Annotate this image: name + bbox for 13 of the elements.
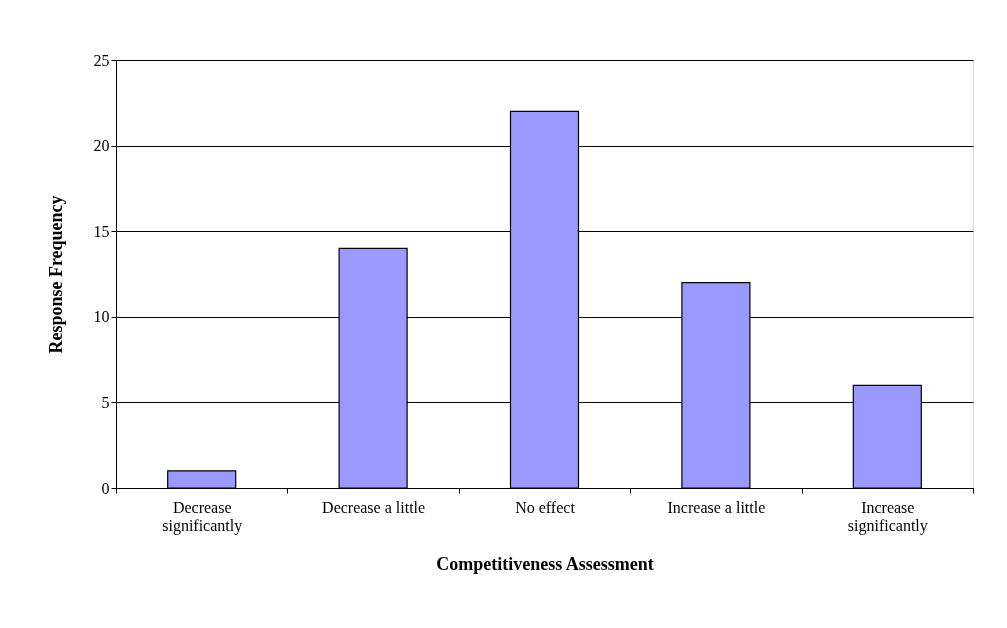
y-tick-label: 5 — [101, 393, 110, 411]
x-tick-label: Decrease a little — [322, 498, 426, 516]
x-tick-label: Increase significantly — [847, 498, 928, 535]
y-tick-label: 20 — [93, 137, 110, 155]
y-axis-title: Response Frequency — [45, 195, 66, 354]
y-tick-label: 25 — [93, 51, 110, 69]
y-tick-label: 10 — [93, 308, 110, 326]
y-tick-label: 15 — [93, 222, 110, 240]
x-tick-label: Increase a little — [667, 498, 766, 516]
x-tick-label: No effect — [515, 498, 576, 516]
x-tick-label: Decrease significantly — [162, 498, 243, 535]
x-axis-title: Competitiveness Assessment — [436, 553, 654, 574]
y-tick-label: 0 — [101, 479, 110, 497]
